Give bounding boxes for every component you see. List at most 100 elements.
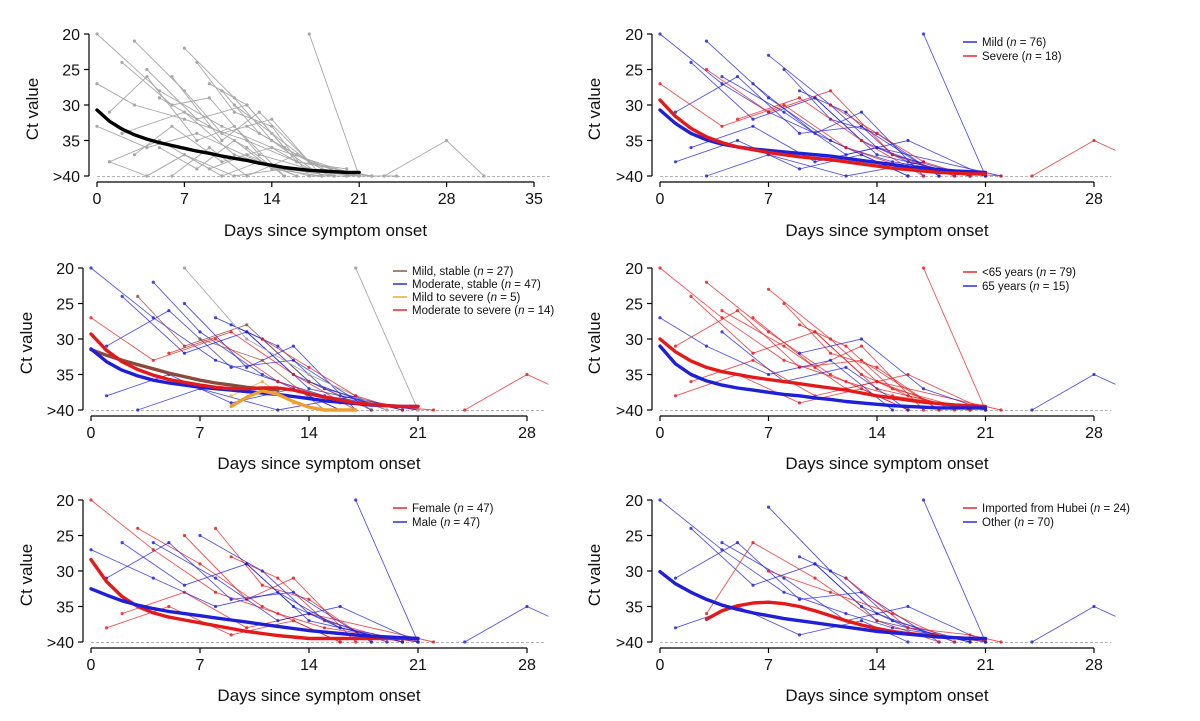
legend-entry: <65 years (n = 79)	[982, 267, 1076, 279]
data-point-grey	[195, 138, 199, 143]
data-point-blue	[906, 604, 910, 609]
y-tick-label: 30	[62, 98, 80, 115]
y-tick-label: 25	[62, 63, 80, 80]
data-point-blue	[859, 153, 864, 157]
data-point-grey	[307, 174, 311, 178]
data-point-red	[689, 380, 693, 384]
data-point-blue	[735, 541, 740, 545]
data-point-blue	[797, 597, 802, 602]
data-point-red	[999, 408, 1003, 412]
data-point-blue	[859, 604, 864, 609]
data-point-grey	[195, 60, 199, 64]
data-point-red	[952, 640, 957, 644]
data-point-grey	[220, 89, 224, 93]
data-point-blue	[859, 337, 864, 341]
data-point-blue	[338, 604, 342, 609]
x-tick-label: 21	[409, 657, 427, 674]
data-point-blue	[291, 344, 296, 348]
data-point-grey	[395, 174, 399, 178]
data-point-red	[704, 280, 709, 284]
data-point-blue	[213, 576, 218, 580]
data-point-blue	[782, 590, 786, 594]
x-tick-label: 7	[196, 425, 205, 442]
patient-trace-grey	[308, 33, 360, 177]
data-point-blue	[245, 330, 249, 334]
data-point-red	[525, 372, 529, 377]
patient-trace-red	[90, 499, 419, 643]
x-tick-label: 14	[300, 425, 318, 442]
legend-entry: Imported from Hubei (n = 24)	[982, 503, 1130, 515]
data-point-blue	[291, 604, 296, 609]
data-point-red	[859, 387, 864, 391]
data-point-blue	[658, 32, 662, 36]
data-point-red	[354, 640, 358, 644]
smoothed-mean-line-black	[95, 108, 361, 175]
data-point-red	[213, 590, 218, 594]
data-point-grey	[307, 372, 311, 377]
data-point-red	[875, 131, 879, 135]
data-point-blue	[182, 351, 187, 355]
data-point-red	[322, 626, 327, 630]
data-point-red	[354, 394, 358, 398]
legend: Imported from Hubei (n = 24) Other (n = 7…	[963, 503, 1130, 529]
data-point-grey	[182, 266, 187, 270]
data-point-red	[937, 640, 941, 644]
data-point-red	[658, 82, 662, 86]
data-point-grey	[382, 174, 386, 178]
y-tick-label: >40	[47, 403, 74, 420]
data-point-grey	[245, 124, 249, 128]
data-point-red	[859, 372, 864, 377]
patient-trace-grey	[96, 33, 360, 177]
data-point-red	[291, 619, 296, 623]
x-tick-label: 21	[409, 425, 427, 442]
data-point-blue	[245, 365, 249, 369]
patient-trace-blue	[675, 76, 940, 177]
y-tick-label: 35	[56, 368, 74, 385]
data-point-brown	[245, 323, 249, 327]
data-point-red	[828, 351, 833, 355]
data-point-blue	[689, 146, 693, 150]
data-point-red	[431, 640, 436, 644]
patient-trace-red	[752, 317, 924, 411]
x-tick-label: 0	[656, 191, 665, 208]
patient-trace-blue	[659, 499, 986, 643]
data-point-red	[751, 358, 755, 362]
data-point-blue	[151, 280, 155, 284]
smoothed-mean-line-blue	[658, 108, 988, 175]
data-point-red	[557, 387, 560, 390]
data-point-blue	[229, 323, 233, 327]
patient-trace-blue	[923, 499, 986, 643]
data-point-blue	[844, 365, 848, 369]
data-point-grey	[220, 160, 224, 164]
data-point-red	[813, 330, 817, 334]
data-point-blue	[120, 541, 124, 545]
data-point-grey	[385, 408, 389, 412]
data-point-red	[751, 541, 755, 545]
data-point-red	[1123, 153, 1126, 156]
data-point-blue	[813, 96, 817, 100]
data-point-blue	[260, 569, 264, 573]
data-point-grey	[295, 153, 299, 157]
data-point-red	[260, 337, 264, 341]
x-tick-label: 14	[868, 425, 886, 442]
patient-trace-blue	[199, 535, 388, 643]
data-point-grey	[220, 124, 224, 128]
patient-trace-blue	[659, 33, 986, 177]
data-point-grey	[270, 146, 274, 150]
y-tick-label: 25	[56, 297, 74, 314]
data-point-red	[813, 576, 817, 580]
data-point-blue	[766, 372, 771, 377]
data-point-grey	[145, 67, 149, 72]
patient-trace-red	[168, 331, 356, 411]
patient-trace-blue	[246, 563, 403, 643]
y-tick-label: >40	[47, 635, 74, 652]
patient-trace-blue	[690, 125, 1002, 177]
y-tick-label: 20	[56, 261, 74, 278]
data-point-red	[968, 633, 972, 637]
legend-entry: Female (n = 47)	[412, 503, 494, 515]
patient-trace-grey	[184, 267, 388, 411]
data-point-red	[120, 612, 124, 616]
x-tick-label: 21	[977, 191, 995, 208]
chart-panel-all: 0 7 14 21 28 35 20 25 30 35 >40 Days since symptom …	[23, 27, 551, 240]
data-point-grey	[232, 153, 236, 157]
